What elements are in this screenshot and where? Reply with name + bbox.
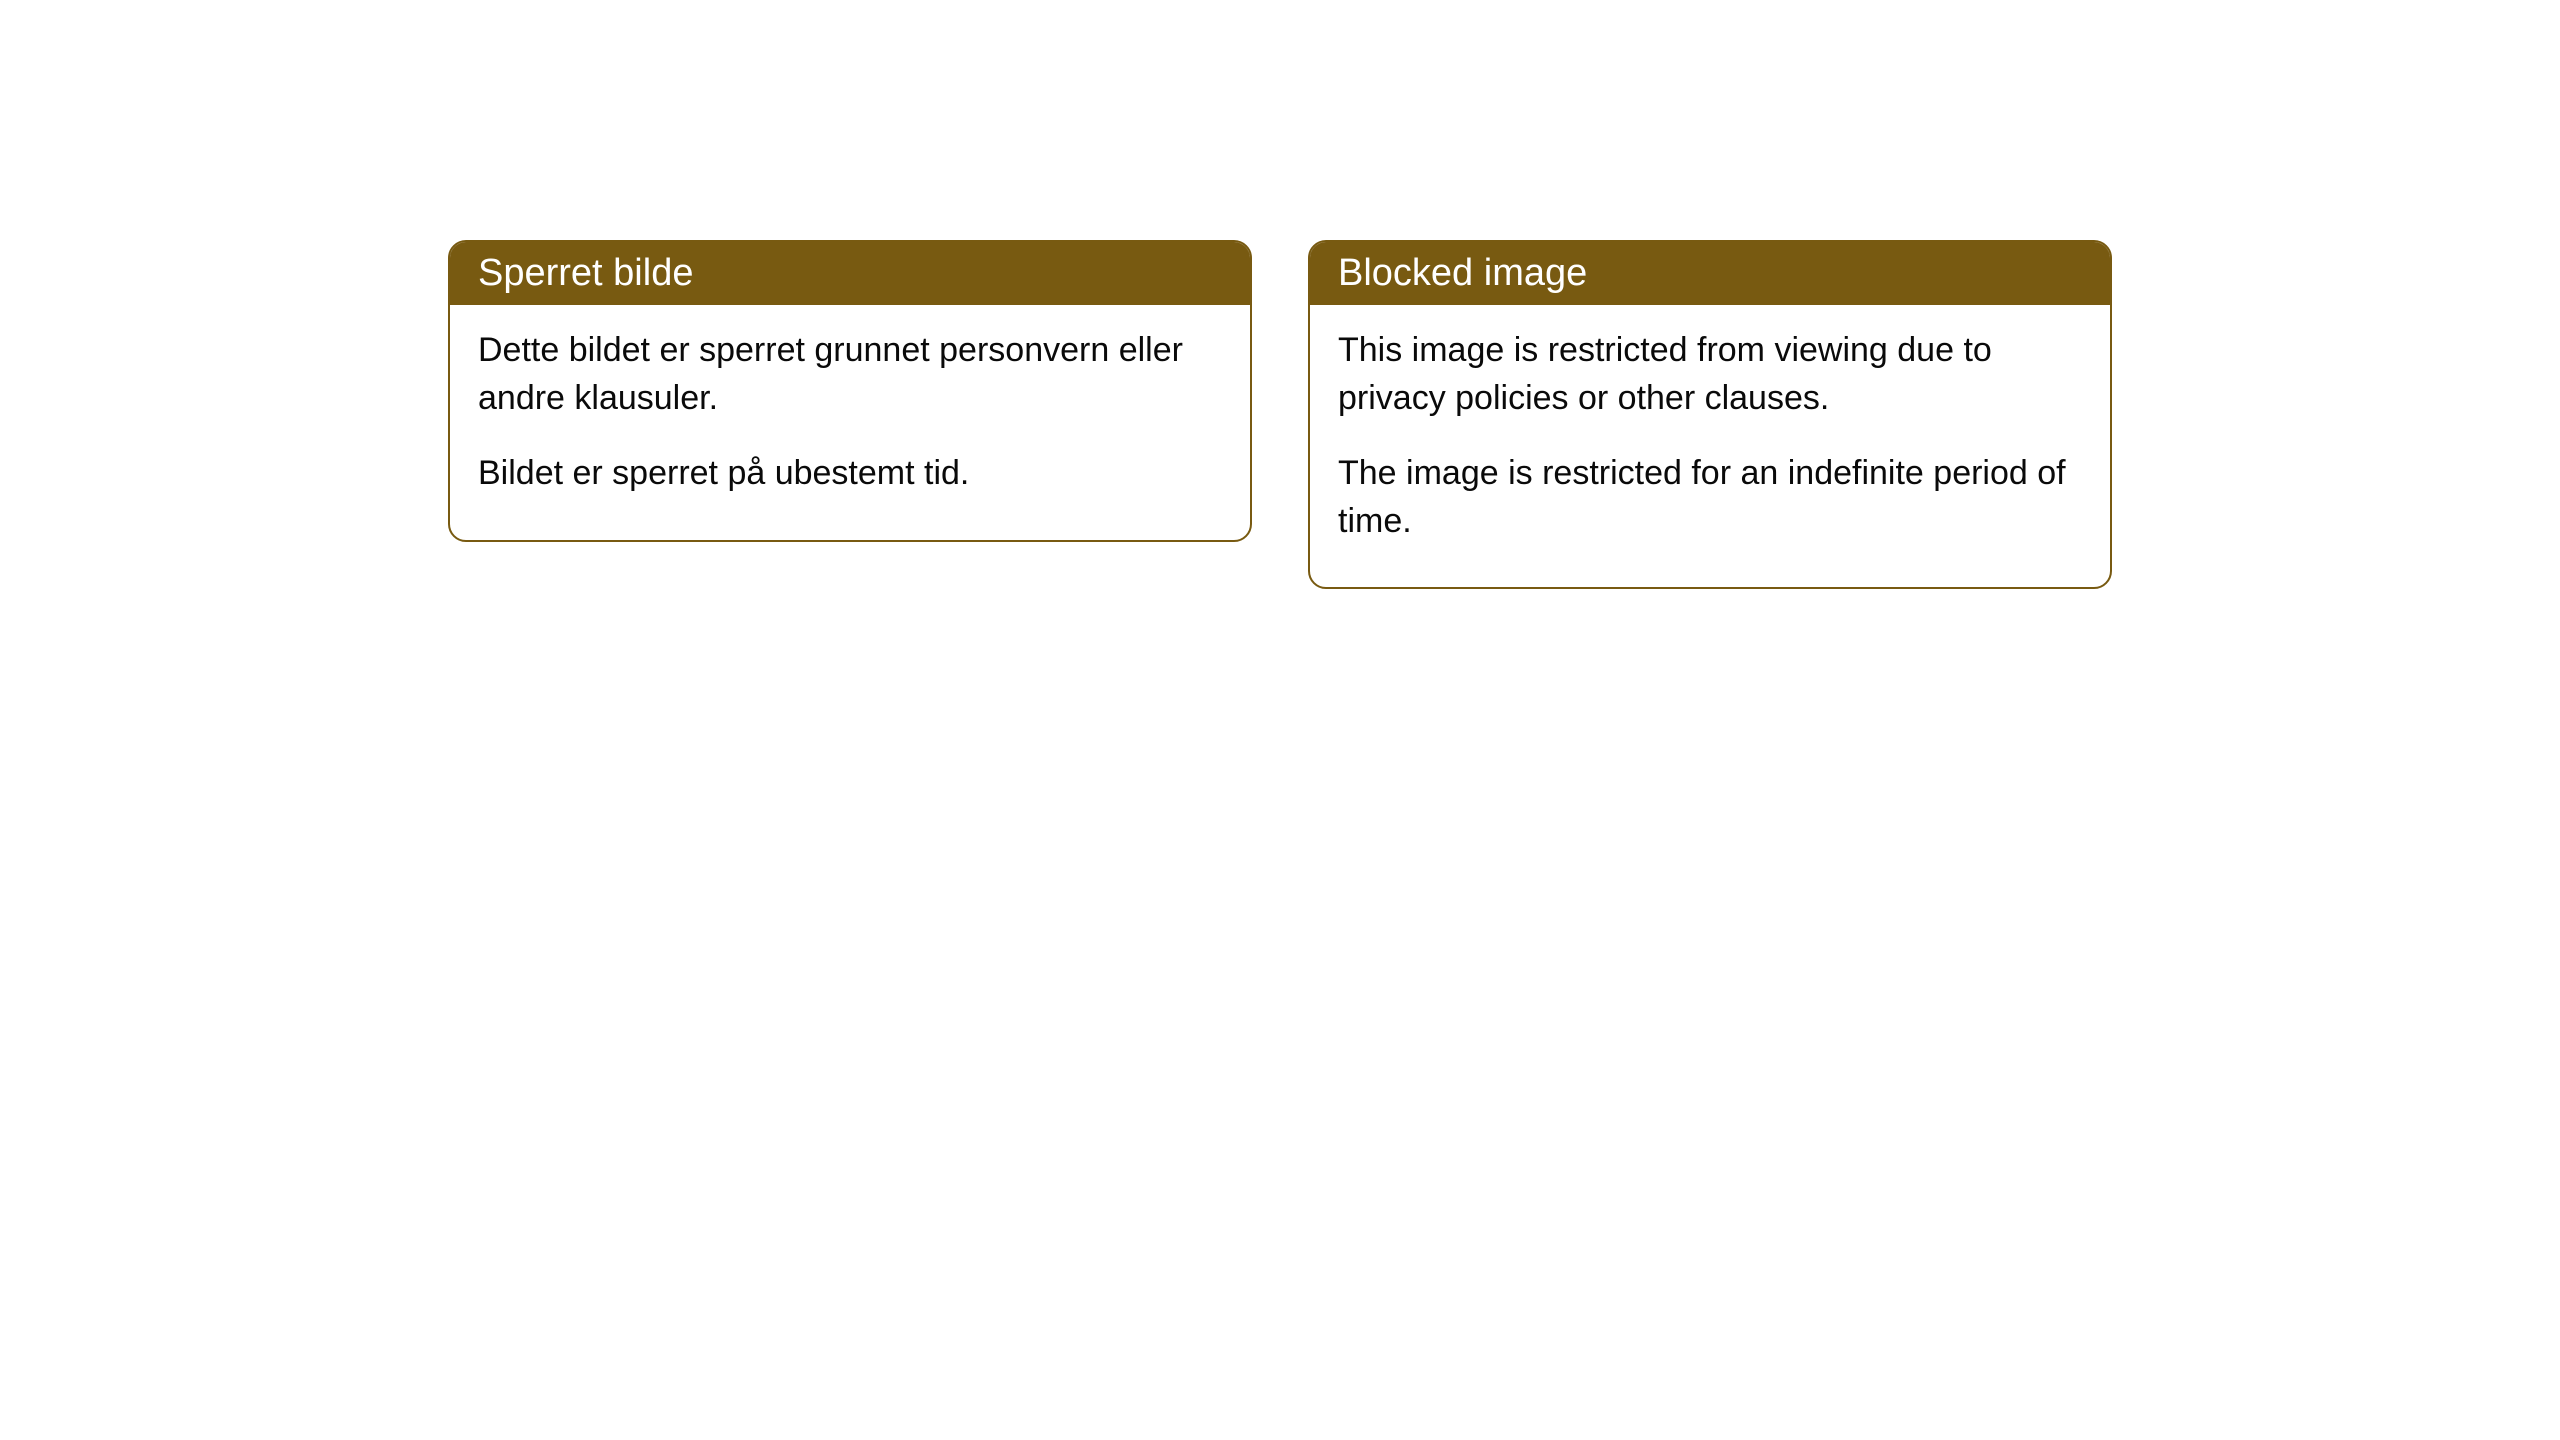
card-paragraph: This image is restricted from viewing du… xyxy=(1338,327,2082,422)
blocked-image-card-norwegian: Sperret bilde Dette bildet er sperret gr… xyxy=(448,240,1252,542)
blocked-image-card-english: Blocked image This image is restricted f… xyxy=(1308,240,2112,589)
card-paragraph: The image is restricted for an indefinit… xyxy=(1338,450,2082,545)
card-title: Blocked image xyxy=(1338,252,1587,294)
card-header: Blocked image xyxy=(1310,242,2110,305)
card-header: Sperret bilde xyxy=(450,242,1250,305)
card-title: Sperret bilde xyxy=(478,252,693,294)
card-body: This image is restricted from viewing du… xyxy=(1310,305,2110,587)
card-paragraph: Dette bildet er sperret grunnet personve… xyxy=(478,327,1222,422)
cards-container: Sperret bilde Dette bildet er sperret gr… xyxy=(448,240,2112,1440)
card-paragraph: Bildet er sperret på ubestemt tid. xyxy=(478,450,1222,498)
card-body: Dette bildet er sperret grunnet personve… xyxy=(450,305,1250,540)
